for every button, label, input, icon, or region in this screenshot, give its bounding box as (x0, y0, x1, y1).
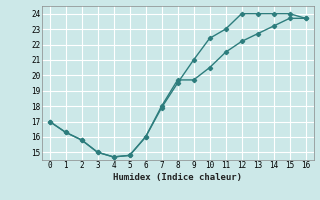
X-axis label: Humidex (Indice chaleur): Humidex (Indice chaleur) (113, 173, 242, 182)
